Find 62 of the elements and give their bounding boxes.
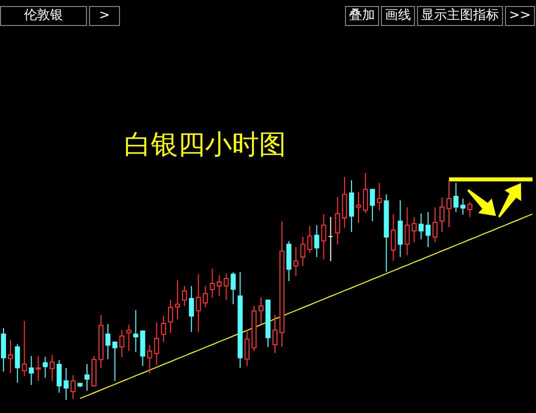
candlestick [147,344,152,374]
candlestick [244,330,250,366]
candlestick [272,314,278,354]
candlestick [453,182,458,213]
candlestick [0,328,6,372]
candlestick [390,214,396,262]
candlestick [300,236,306,266]
candlestick [202,286,208,308]
candlestick [210,268,215,298]
candlestick [412,216,417,243]
candlestick [105,324,110,360]
candlestick [446,180,452,228]
candlestick [293,246,298,277]
candlestick [342,176,348,228]
candlestick [258,296,264,324]
candlestick [133,310,138,353]
candlestick [188,286,194,332]
candlestick [119,330,124,358]
candlestick [112,340,118,382]
candlestick [418,213,424,240]
candlestick [440,197,445,233]
button[interactable]: > [89,6,120,26]
candlestick [161,315,166,342]
button[interactable]: 画线 [381,6,415,26]
candlestick [126,324,132,352]
candlestick [376,182,382,211]
candlestick [196,274,201,332]
button[interactable]: 叠加 [345,6,379,26]
chart-title: 白银四小时图 [124,130,286,160]
candlestick [404,207,410,256]
candlestick [64,367,69,400]
candlestick [467,202,472,218]
candlestick [182,286,187,307]
candlestick [432,207,438,243]
candlestick [370,188,375,222]
candlestick [230,272,236,305]
candlestick [362,172,368,214]
candlestick [314,224,320,258]
candlestick [356,192,361,224]
candlestick [36,355,41,382]
symbol-field[interactable]: 伦敦银 [0,6,87,26]
candlestick [14,344,20,384]
candlestick [28,355,34,386]
candlestick [426,212,431,248]
candlestick [168,300,174,334]
candlestick [50,354,55,382]
candlestick [335,196,340,245]
candlestick [42,356,48,378]
candlestick [22,320,27,376]
candlestick [56,360,62,394]
candlestick [307,226,312,254]
candlestick [8,340,13,374]
candlestick [84,364,90,392]
candlestick [70,374,76,400]
candlestick [398,200,403,258]
candlestick [321,214,326,260]
button[interactable]: >> [505,6,535,26]
candlestick [460,198,466,216]
candlestick [349,180,354,233]
button[interactable]: 显示主图指标 [417,6,503,26]
candlestick [154,322,160,366]
candlestick [175,280,180,320]
